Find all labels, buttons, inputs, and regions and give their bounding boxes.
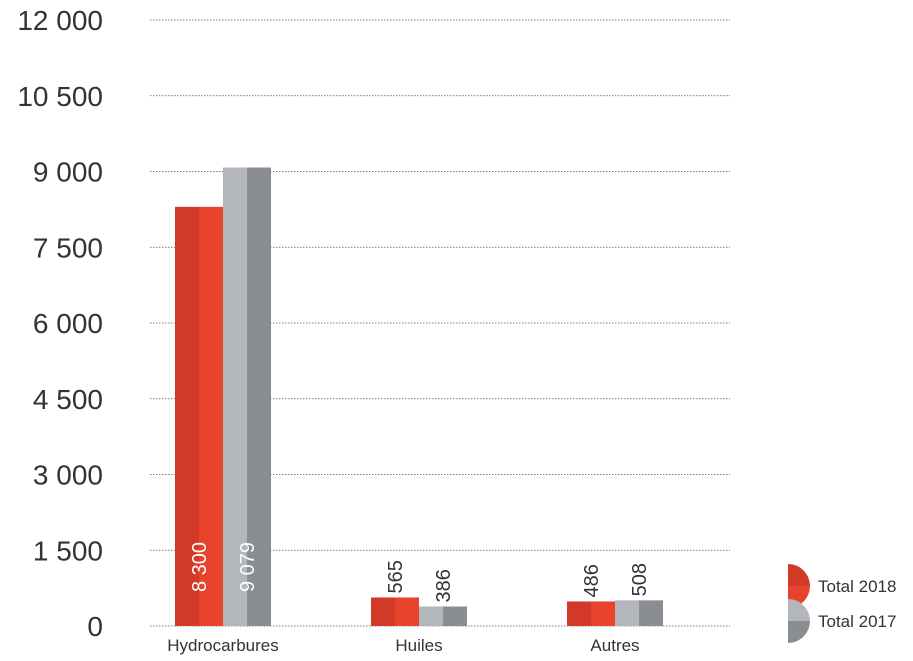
- y-tick-label: 10 500: [17, 81, 103, 112]
- bar-2018-right: [199, 206, 223, 626]
- y-axis: 0 1 500 3 000 4 500 6 000 7 500 9 000 10 500 12 …: [17, 5, 103, 642]
- bar-2018-left: [567, 601, 591, 626]
- y-tick-label: 3 000: [33, 460, 103, 491]
- bar-2017-right: [247, 167, 271, 626]
- bar-2017-left: [419, 606, 443, 626]
- bar-2017-left: [223, 167, 247, 626]
- data-label: 565: [385, 560, 407, 593]
- legend: Total 2018 Total 2017: [788, 564, 896, 643]
- data-label: 508: [629, 563, 651, 596]
- x-tick-label: Hydrocarbures: [167, 636, 279, 655]
- legend-swatch-2018-upper: [788, 564, 810, 586]
- legend-swatch-2017-lower: [788, 621, 810, 643]
- data-label: 386: [433, 569, 455, 602]
- legend-label: Total 2017: [818, 612, 896, 631]
- x-axis: Hydrocarbures Huiles Autres: [167, 636, 639, 655]
- data-label: 486: [581, 564, 603, 597]
- x-tick-label: Autres: [590, 636, 639, 655]
- y-tick-label: 6 000: [33, 308, 103, 339]
- y-tick-label: 7 500: [33, 232, 103, 263]
- bar-2018-left: [175, 206, 199, 626]
- y-tick-label: 9 000: [33, 157, 103, 188]
- data-label: 8 300: [189, 542, 211, 592]
- y-tick-label: 12 000: [17, 5, 103, 36]
- y-tick-label: 0: [87, 611, 103, 642]
- data-label: 9 079: [237, 542, 259, 592]
- legend-label: Total 2018: [818, 577, 896, 596]
- bar-2017-right: [639, 600, 663, 626]
- bar-2017-right: [443, 606, 467, 626]
- legend-swatch-2017-upper: [788, 599, 810, 621]
- y-tick-label: 1 500: [33, 535, 103, 566]
- bars: 8 300 9 079 565 386 486 508: [175, 167, 663, 626]
- bar-2018-right: [591, 601, 615, 626]
- bar-2018-right: [395, 597, 419, 626]
- x-tick-label: Huiles: [395, 636, 442, 655]
- bar-2018-left: [371, 597, 395, 626]
- bar-2017-left: [615, 600, 639, 626]
- y-tick-label: 4 500: [33, 384, 103, 415]
